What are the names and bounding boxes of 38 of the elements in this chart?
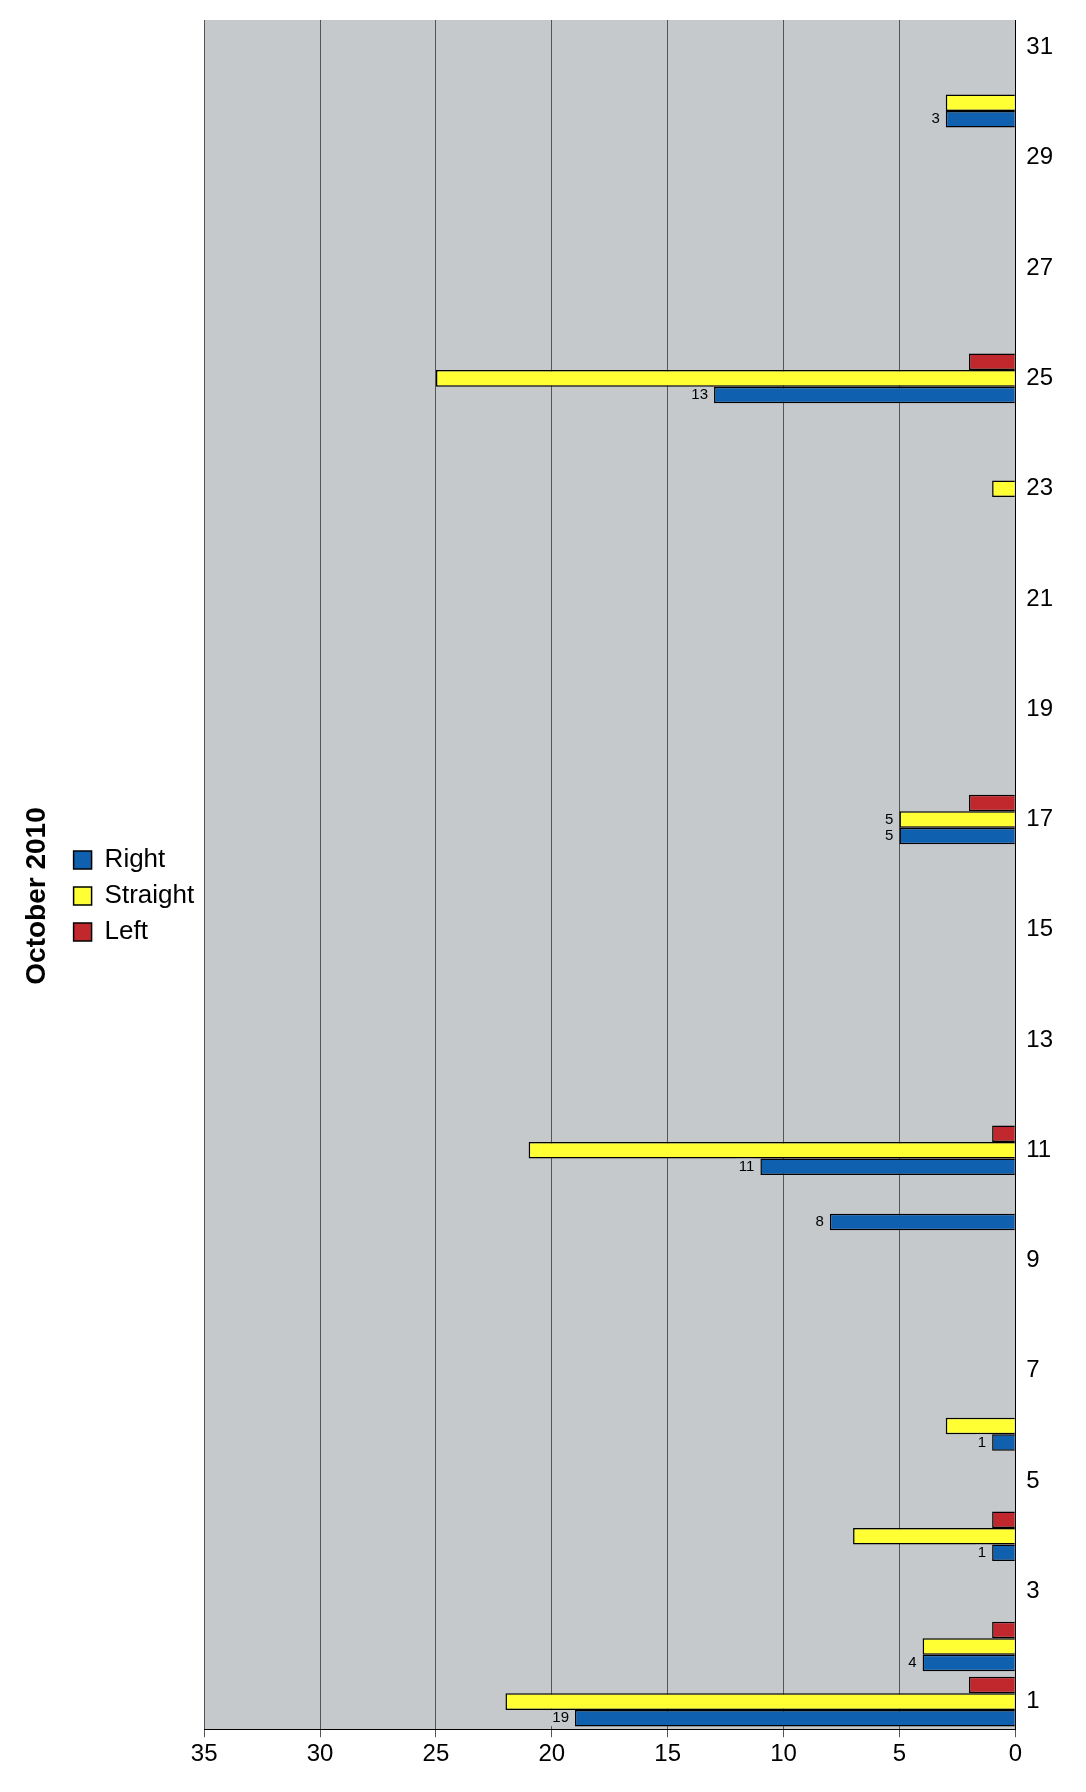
x-tick-label: 20: [538, 1739, 566, 1767]
y-tick-label: 17: [1026, 804, 1054, 832]
data-label: 13: [691, 385, 709, 403]
y-tick-label: 31: [1026, 32, 1054, 60]
data-label: 4: [908, 1653, 917, 1671]
y-tick-label: 25: [1026, 363, 1054, 391]
x-tick-label: 25: [422, 1739, 450, 1767]
y-tick-label: 13: [1026, 1024, 1054, 1052]
data-label: 1: [977, 1542, 987, 1560]
legend-label: Straight: [104, 879, 195, 910]
text: October 2010: [19, 807, 51, 985]
y-tick-label: 23: [1026, 473, 1054, 501]
y-tick-label: 29: [1026, 142, 1054, 170]
data-label: 5: [885, 826, 894, 844]
y-tick-label: 9: [1026, 1245, 1040, 1273]
y-tick-label: 11: [1026, 1134, 1052, 1162]
data-label: 19: [552, 1708, 569, 1726]
data-label: 1: [977, 1432, 987, 1450]
x-tick-label: 30: [306, 1739, 334, 1767]
data-label: 5: [885, 809, 894, 827]
data-label: 11: [738, 1156, 755, 1174]
y-tick-label: 1: [1026, 1686, 1040, 1714]
legend-label: Right: [104, 843, 167, 874]
x-tick-label: 35: [190, 1739, 218, 1767]
x-tick-label: 15: [654, 1739, 682, 1767]
data-label: 3: [931, 109, 940, 127]
y-tick-label: 19: [1026, 693, 1054, 721]
legend-label: Left: [104, 915, 149, 946]
data-label: 8: [815, 1212, 824, 1230]
y-tick-label: 27: [1026, 252, 1054, 280]
x-tick-label: 0: [1008, 1739, 1022, 1767]
y-tick-label: 21: [1026, 583, 1054, 611]
x-tick-label: 5: [892, 1739, 907, 1767]
y-tick-label: 5: [1026, 1465, 1040, 1493]
y-tick-label: 3: [1026, 1575, 1040, 1603]
y-tick-label: 15: [1026, 914, 1054, 942]
y-tick-label: 7: [1026, 1355, 1040, 1383]
x-tick-label: 10: [770, 1739, 797, 1767]
